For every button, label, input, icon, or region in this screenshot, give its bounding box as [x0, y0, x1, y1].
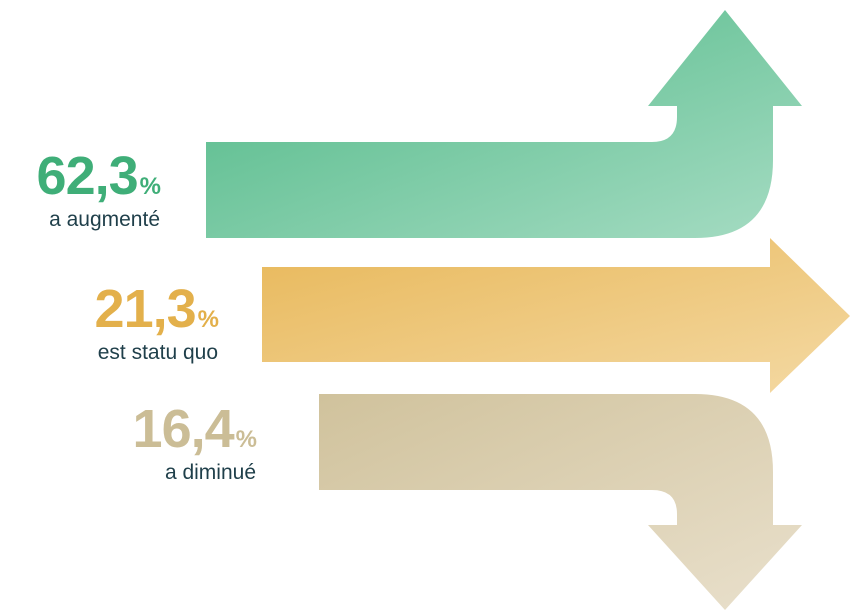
arrow-right-shape — [262, 238, 850, 393]
stat-decreased: 16,4% a diminué — [0, 399, 257, 484]
stat-status-quo-number: 21,3 — [94, 279, 197, 339]
stat-decreased-label: a diminué — [164, 461, 256, 484]
stat-increased-label: a augmenté — [49, 208, 160, 231]
stat-increased-value: 62,3% — [36, 146, 161, 206]
stat-status-quo-label: est statu quo — [97, 341, 218, 364]
stat-decreased-percent: % — [235, 426, 257, 453]
stat-status-quo-value: 21,3% — [94, 279, 219, 339]
arrow-down-shape — [319, 394, 802, 610]
stat-increased-number: 62,3 — [36, 146, 139, 206]
stat-status-quo-percent: % — [197, 306, 219, 333]
stat-status-quo: 21,3% est statu quo — [0, 279, 219, 364]
stat-increased-percent: % — [139, 173, 161, 200]
stat-increased: 62,3% a augmenté — [0, 146, 161, 231]
stat-decreased-value: 16,4% — [132, 399, 257, 459]
stat-decreased-number: 16,4 — [132, 399, 235, 459]
arrow-up-shape — [206, 10, 802, 238]
